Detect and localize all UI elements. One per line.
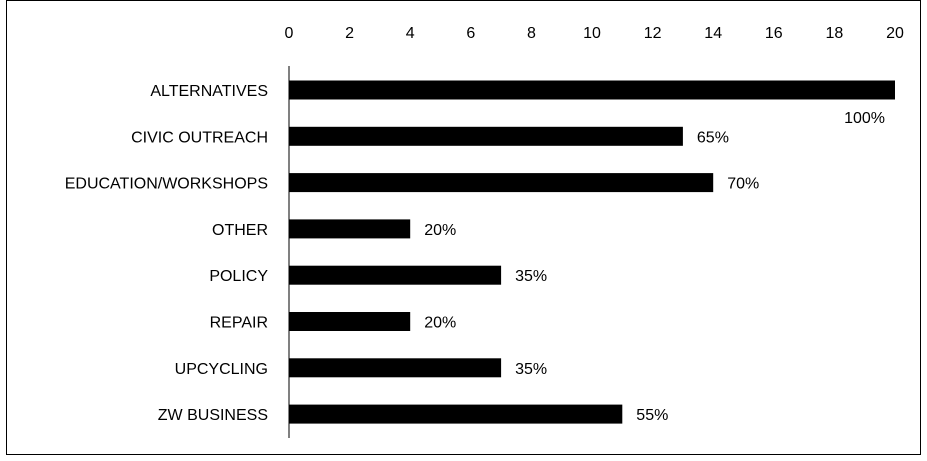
bar [289,404,623,424]
x-tick-label: 18 [826,25,844,42]
data-label: 55% [636,407,668,424]
category-label: CIVIC OUTREACH [131,129,268,146]
x-tick-label: 20 [886,25,904,42]
bar [289,265,502,285]
category-label: OTHER [212,222,268,239]
x-tick-label: 12 [644,25,662,42]
data-label: 100% [844,110,885,127]
category-label: ZW BUSINESS [158,407,268,424]
chart-frame [6,0,921,455]
bar [289,126,683,146]
category-label: UPCYCLING [175,361,268,378]
x-tick-labels: 0 2 4 6 8 10 12 14 16 18 20 [285,25,904,42]
bar [289,312,411,331]
x-tick-label: 6 [466,25,475,42]
category-label: POLICY [209,268,268,285]
bars [289,80,895,424]
category-label: REPAIR [210,315,268,332]
data-label: 70% [727,176,759,193]
x-tick-label: 4 [406,25,415,42]
x-tick-label: 0 [285,25,294,42]
category-label: ALTERNATIVES [150,83,268,100]
category-labels: ALTERNATIVES CIVIC OUTREACH EDUCATION/WORK… [65,83,269,424]
bar [289,219,411,239]
category-label: EDUCATION/WORKSHOPS [65,176,268,193]
data-label: 20% [424,222,456,239]
x-tick-label: 16 [765,25,783,42]
data-label: 35% [515,361,547,378]
x-tick-label: 2 [345,25,354,42]
data-label: 35% [515,268,547,285]
data-label: 65% [697,129,729,146]
x-tick-label: 8 [527,25,536,42]
data-label: 20% [424,315,456,332]
x-tick-label: 10 [583,25,601,42]
bar [289,80,895,100]
bar [289,173,714,193]
data-labels: 100% 65% 70% 20% 35% 20% 35% 55% [424,110,885,424]
x-tick-label: 14 [704,25,722,42]
bar [289,358,502,378]
